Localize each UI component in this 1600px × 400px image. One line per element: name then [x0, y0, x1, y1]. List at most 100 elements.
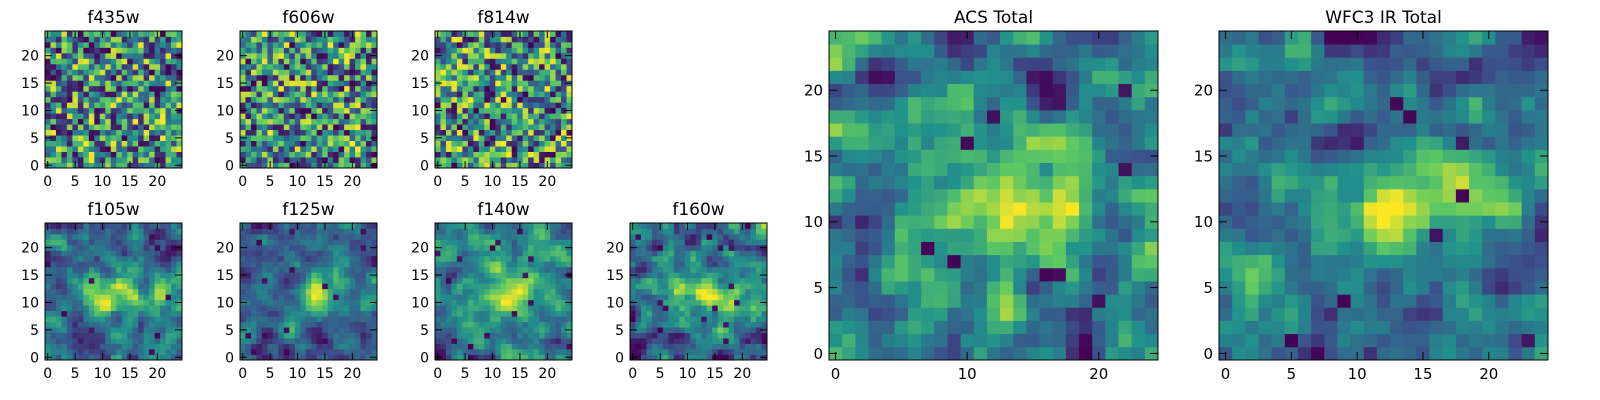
heatmap-cell	[327, 80, 334, 87]
heatmap-cell	[506, 288, 513, 295]
heatmap-cell	[121, 151, 128, 158]
heatmap-cell	[349, 41, 356, 48]
heatmap-cell	[684, 266, 691, 273]
heatmap-cell	[132, 272, 139, 279]
heatmap-cell	[528, 321, 535, 328]
heatmap-cell	[1105, 267, 1119, 282]
heatmap-cell	[289, 327, 296, 333]
heatmap-cell	[311, 332, 318, 339]
heatmap-cell	[61, 294, 68, 301]
heatmap-cell	[456, 288, 463, 295]
heatmap-cell	[712, 332, 719, 339]
heatmap-cell	[61, 162, 68, 169]
heatmap-cell	[533, 80, 540, 87]
heatmap-cell	[66, 140, 73, 147]
heatmap-cell	[344, 239, 350, 246]
heatmap-cell	[440, 288, 447, 295]
heatmap-cell	[701, 332, 708, 339]
heatmap-cell	[83, 52, 90, 59]
heatmap-cell	[88, 31, 95, 37]
heatmap-cell	[355, 146, 361, 152]
heatmap-cell	[522, 135, 529, 141]
heatmap-cell	[1079, 346, 1093, 361]
heatmap-cell	[489, 41, 496, 48]
heatmap-cell	[635, 310, 642, 317]
heatmap-cell	[528, 261, 535, 268]
heatmap-cell	[630, 349, 636, 355]
heatmap-cell	[176, 58, 183, 65]
heatmap-cell	[338, 310, 345, 317]
heatmap-cell	[300, 316, 307, 323]
heatmap-cell	[289, 316, 296, 323]
heatmap-cell	[55, 239, 62, 246]
heatmap-cell	[300, 129, 307, 136]
heatmap-cell	[45, 96, 51, 103]
heatmap-cell	[1118, 320, 1133, 335]
heatmap-cell	[947, 254, 961, 269]
heatmap-cell	[973, 188, 988, 203]
heatmap-cell	[289, 58, 296, 65]
heatmap-cell	[138, 140, 145, 147]
heatmap-cell	[121, 157, 128, 163]
heatmap-cell	[456, 135, 463, 141]
heatmap-cell	[690, 294, 697, 301]
heatmap-cell	[105, 118, 112, 125]
heatmap-cell	[456, 277, 463, 284]
y-tick-label: 20	[21, 241, 39, 257]
heatmap-cell	[344, 316, 350, 323]
heatmap-cell	[160, 107, 166, 114]
heatmap-cell	[701, 233, 708, 240]
heatmap-cell	[99, 96, 106, 103]
heatmap-cell	[544, 233, 551, 240]
heatmap-cell	[522, 113, 529, 120]
heatmap-cell	[132, 316, 139, 323]
heatmap-cell	[245, 96, 252, 103]
heatmap-cell	[456, 261, 463, 268]
heatmap-cell	[640, 266, 647, 273]
heatmap-cell	[289, 107, 296, 114]
heatmap-cell	[451, 85, 458, 92]
heatmap-cell	[171, 228, 177, 235]
heatmap-cell	[533, 223, 540, 229]
heatmap-cell	[176, 343, 183, 350]
heatmap-cell	[511, 310, 518, 317]
heatmap-cell	[61, 31, 68, 37]
heatmap-cell	[143, 255, 150, 262]
heatmap-cell	[294, 63, 301, 70]
heatmap-cell	[289, 113, 296, 120]
heatmap-cell	[143, 118, 150, 125]
heatmap-cell	[544, 140, 551, 147]
heatmap-cell	[349, 261, 356, 268]
heatmap-cell	[695, 277, 702, 284]
heatmap-cell	[72, 332, 79, 339]
heatmap-cell	[50, 162, 57, 169]
heatmap-cell	[55, 151, 62, 158]
heatmap-cell	[489, 102, 496, 109]
heatmap-cell	[561, 255, 567, 262]
heatmap-cell	[289, 162, 296, 169]
heatmap-cell	[171, 58, 177, 65]
heatmap-cell	[116, 52, 123, 59]
heatmap-cell	[154, 47, 161, 54]
heatmap-cell	[165, 107, 172, 114]
heatmap-cell	[55, 228, 62, 235]
heatmap-cell	[50, 74, 57, 81]
heatmap-cell	[176, 91, 183, 98]
heatmap-cell	[61, 321, 68, 328]
heatmap-cell	[723, 332, 730, 339]
heatmap-cell	[467, 332, 474, 339]
heatmap-cell	[371, 151, 378, 158]
x-tick-label: 0	[238, 366, 247, 382]
heatmap-cell	[456, 272, 463, 279]
heatmap-cell	[289, 146, 296, 152]
heatmap-cell	[489, 272, 496, 279]
heatmap-cell	[473, 52, 480, 59]
heatmap-cell	[695, 327, 702, 333]
heatmap-cell	[283, 338, 290, 344]
heatmap-cell	[445, 349, 452, 355]
heatmap-cell	[723, 233, 730, 240]
heatmap-cell	[456, 343, 463, 350]
heatmap-cell	[105, 85, 112, 92]
heatmap-cell	[495, 47, 502, 54]
heatmap-cell	[105, 250, 112, 257]
